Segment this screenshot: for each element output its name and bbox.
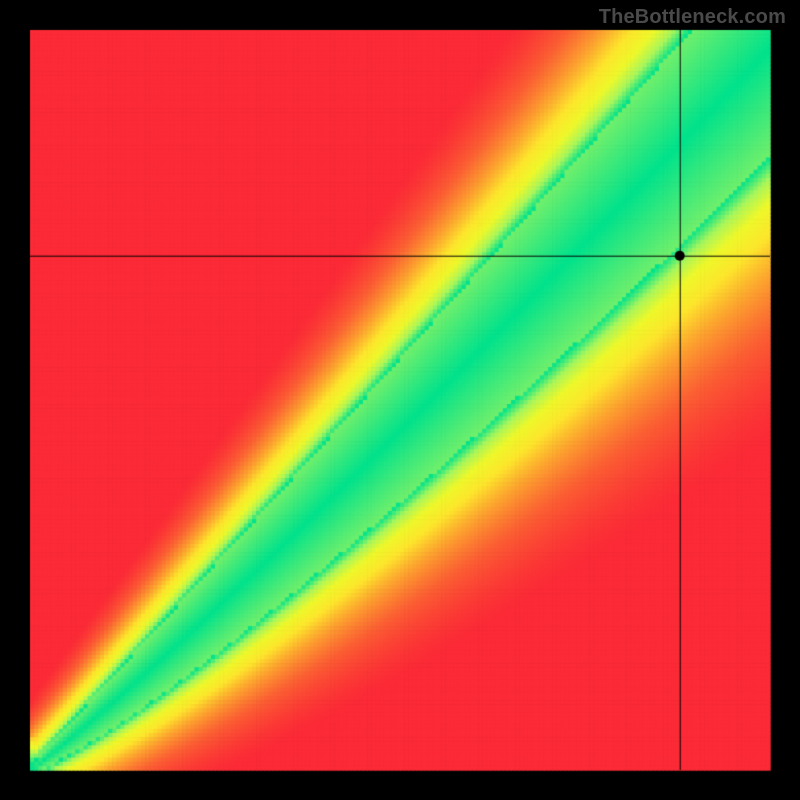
bottleneck-heatmap (0, 0, 800, 800)
chart-container: TheBottleneck.com (0, 0, 800, 800)
watermark-text: TheBottleneck.com (599, 6, 786, 29)
